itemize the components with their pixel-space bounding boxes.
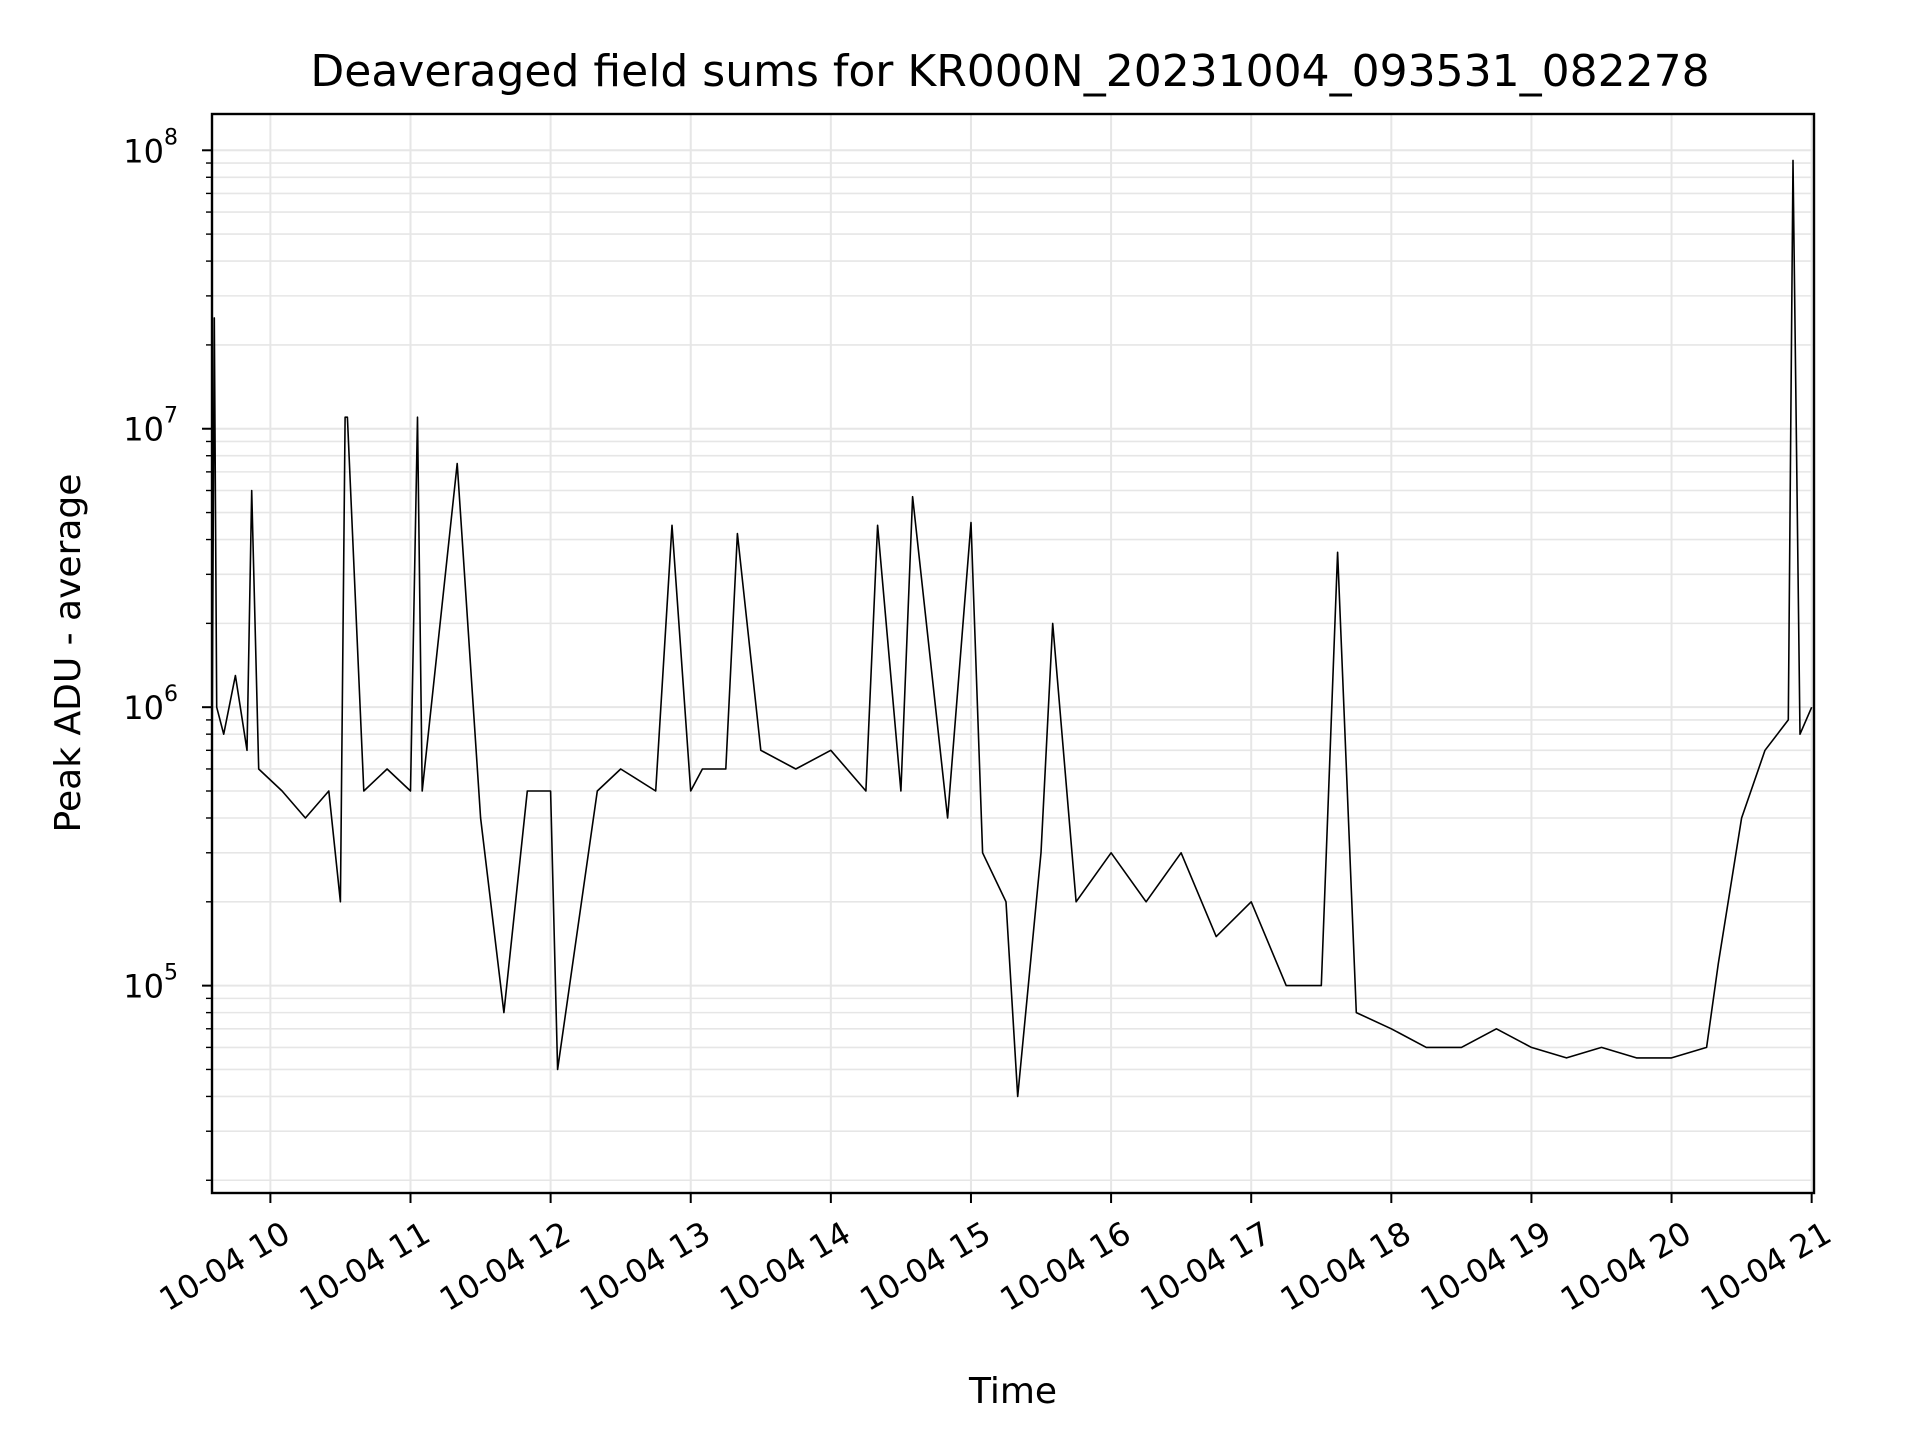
y-axis: 105 106 107 108 xyxy=(123,125,212,1181)
series-line xyxy=(211,159,1813,1098)
y-tick-label: 107 xyxy=(123,404,178,449)
y-axis-label: Peak ADU - average xyxy=(48,474,89,833)
y-tick-label: 106 xyxy=(123,682,178,727)
x-axis-label: Time xyxy=(968,1371,1057,1412)
series-line-group xyxy=(211,159,1813,1098)
y-tick-label: 105 xyxy=(123,961,178,1006)
grid xyxy=(212,114,1814,1193)
chart-title: Deaveraged field sums for KR000N_2023100… xyxy=(310,46,1709,97)
plot-frame xyxy=(210,112,1816,1195)
y-tick-label: 108 xyxy=(123,125,178,170)
